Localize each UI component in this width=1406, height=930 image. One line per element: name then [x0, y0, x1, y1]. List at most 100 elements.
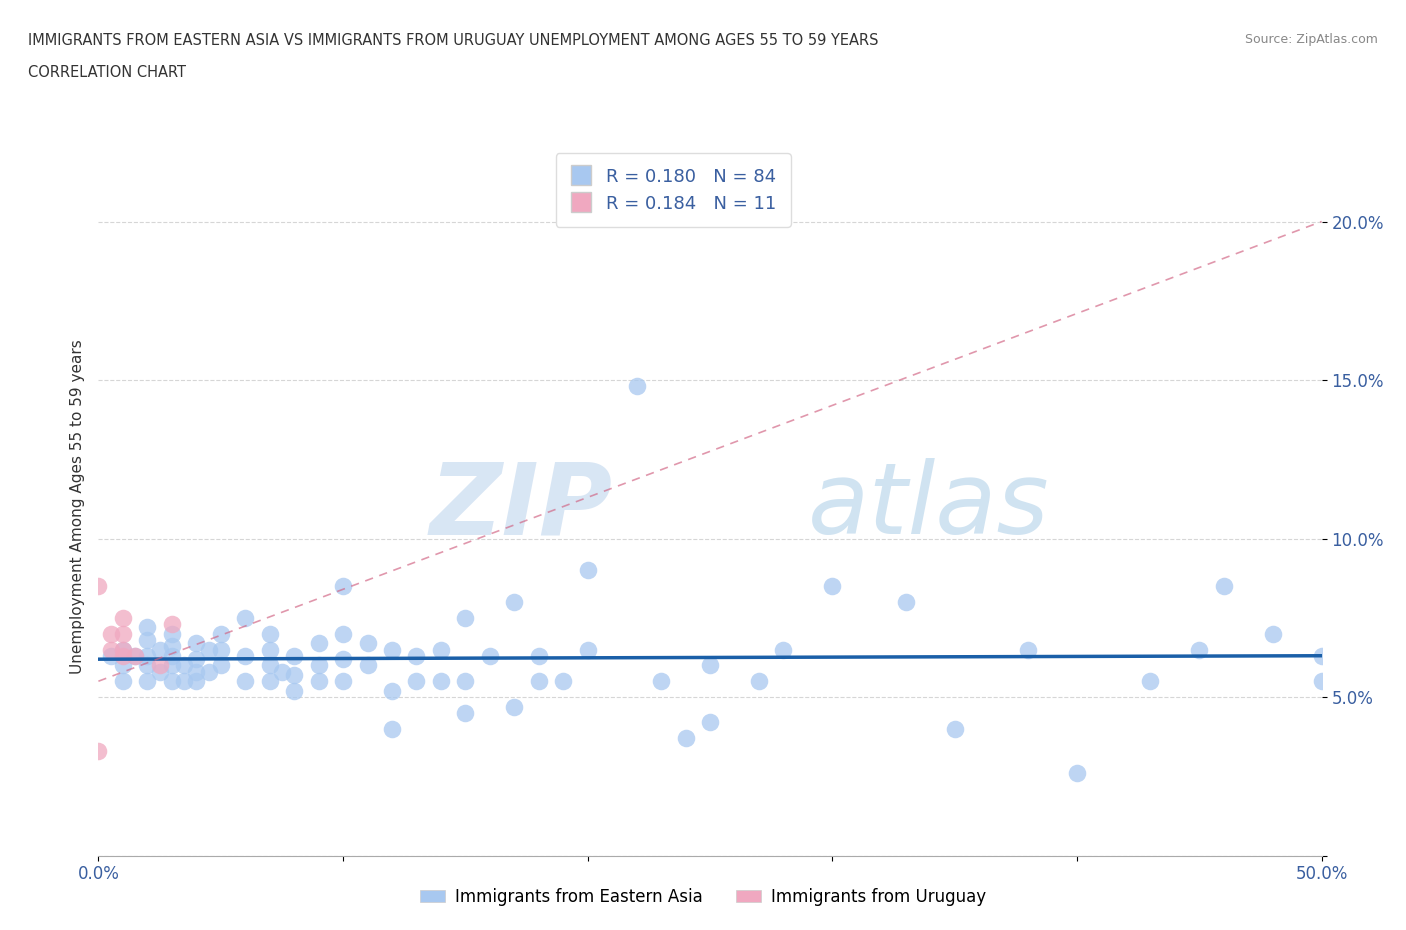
Point [124, 648, 146, 663]
Point [675, 731, 697, 746]
Point [283, 684, 305, 698]
Point [478, 648, 501, 663]
Text: atlas: atlas [808, 458, 1049, 555]
Point [943, 722, 966, 737]
Point [233, 610, 256, 625]
Point [186, 636, 208, 651]
Point [626, 379, 648, 393]
Point [136, 658, 159, 672]
Point [209, 642, 232, 657]
Point [111, 642, 134, 657]
Point [209, 626, 232, 641]
Point [454, 706, 477, 721]
Point [454, 610, 477, 625]
Point [405, 648, 427, 663]
Point [160, 626, 183, 641]
Point [209, 658, 232, 672]
Point [1188, 642, 1211, 657]
Point [173, 658, 195, 672]
Y-axis label: Unemployment Among Ages 55 to 59 years: Unemployment Among Ages 55 to 59 years [69, 339, 84, 674]
Point [1066, 765, 1088, 780]
Legend: Immigrants from Eastern Asia, Immigrants from Uruguay: Immigrants from Eastern Asia, Immigrants… [413, 881, 993, 912]
Point [186, 664, 208, 679]
Point [332, 578, 354, 593]
Point [186, 652, 208, 667]
Point [553, 673, 575, 688]
Text: ZIP: ZIP [429, 458, 612, 555]
Point [650, 673, 672, 688]
Point [111, 626, 134, 641]
Text: IMMIGRANTS FROM EASTERN ASIA VS IMMIGRANTS FROM URUGUAY UNEMPLOYMENT AMONG AGES : IMMIGRANTS FROM EASTERN ASIA VS IMMIGRAN… [28, 33, 879, 47]
Point [160, 658, 183, 672]
Point [136, 673, 159, 688]
Point [160, 673, 183, 688]
Point [381, 642, 404, 657]
Point [1212, 578, 1234, 593]
Point [259, 673, 281, 688]
Point [821, 578, 844, 593]
Point [1310, 648, 1333, 663]
Point [100, 626, 122, 641]
Text: Source: ZipAtlas.com: Source: ZipAtlas.com [1244, 33, 1378, 46]
Point [503, 699, 526, 714]
Point [332, 652, 354, 667]
Point [233, 648, 256, 663]
Point [527, 648, 550, 663]
Point [136, 632, 159, 647]
Point [308, 673, 330, 688]
Point [259, 626, 281, 641]
Point [503, 594, 526, 609]
Point [356, 636, 378, 651]
Point [136, 620, 159, 635]
Point [308, 658, 330, 672]
Point [356, 658, 378, 672]
Point [259, 658, 281, 672]
Point [111, 610, 134, 625]
Point [430, 673, 453, 688]
Point [100, 642, 122, 657]
Point [283, 648, 305, 663]
Point [111, 642, 134, 657]
Point [576, 563, 599, 578]
Point [699, 658, 721, 672]
Point [699, 715, 721, 730]
Point [894, 594, 917, 609]
Text: CORRELATION CHART: CORRELATION CHART [28, 65, 186, 80]
Point [1310, 673, 1333, 688]
Point [1139, 673, 1161, 688]
Point [576, 642, 599, 657]
Point [173, 673, 195, 688]
Point [405, 673, 427, 688]
Point [197, 664, 219, 679]
Point [1017, 642, 1039, 657]
Point [124, 648, 146, 663]
Point [160, 648, 183, 663]
Point [259, 642, 281, 657]
Point [332, 626, 354, 641]
Point [149, 658, 172, 672]
Point [111, 658, 134, 672]
Legend: R = 0.180   N = 84, R = 0.184   N = 11: R = 0.180 N = 84, R = 0.184 N = 11 [555, 153, 792, 227]
Point [332, 673, 354, 688]
Point [160, 639, 183, 654]
Point [111, 673, 134, 688]
Point [186, 673, 208, 688]
Point [87, 578, 110, 593]
Point [772, 642, 794, 657]
Point [748, 673, 770, 688]
Point [430, 642, 453, 657]
Point [136, 648, 159, 663]
Point [1261, 626, 1284, 641]
Point [111, 648, 134, 663]
Point [197, 642, 219, 657]
Point [270, 664, 294, 679]
Point [527, 673, 550, 688]
Point [381, 722, 404, 737]
Point [160, 617, 183, 631]
Point [149, 642, 172, 657]
Point [308, 636, 330, 651]
Point [149, 664, 172, 679]
Point [233, 673, 256, 688]
Point [381, 684, 404, 698]
Point [100, 648, 122, 663]
